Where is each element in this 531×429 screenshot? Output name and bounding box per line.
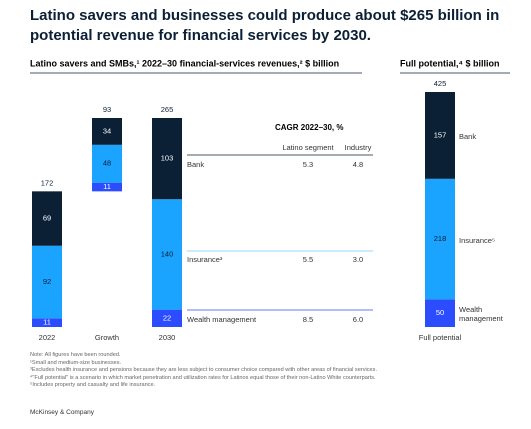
- subtitle: Latino savers and SMBs,¹ 2022–30 financi…: [30, 58, 339, 68]
- notes: Note: All figures have been rounded. ¹Sma…: [30, 352, 510, 390]
- note: ⁴"Full potential" is a scenario in which…: [30, 374, 376, 381]
- x-tick-label: Full potential: [419, 333, 462, 342]
- legend-item: Wealth management: [459, 305, 503, 324]
- value-label: 11: [103, 182, 111, 191]
- table-header: Latino segment: [282, 143, 334, 152]
- value-label: 22: [163, 313, 171, 322]
- value-label: 69: [43, 214, 51, 223]
- bar-segment: [425, 299, 455, 327]
- table-cell: 4.8: [353, 160, 363, 169]
- x-tick-label: Growth: [95, 333, 119, 342]
- bar-segment: [92, 118, 122, 145]
- subtitle: Full potential,⁴ $ billion: [400, 58, 499, 68]
- value-label: 140: [161, 249, 174, 258]
- bar-segment: [92, 182, 122, 192]
- bar-segment: [425, 178, 455, 300]
- total-label: 93: [103, 105, 111, 114]
- table-row-label: Insurance³: [187, 255, 223, 264]
- bar-segment: [32, 191, 62, 246]
- bar-segment: [152, 199, 182, 310]
- value-label: 34: [103, 126, 111, 135]
- table-header: Industry: [345, 143, 372, 152]
- table-cell: 5.5: [303, 255, 313, 264]
- legend-label: Bank: [459, 131, 477, 141]
- legend-label: Insurance⁵: [459, 235, 496, 245]
- x-tick-label: 2022: [39, 333, 56, 342]
- bar-segment: [425, 92, 455, 179]
- title: Latino savers and businesses could produ…: [30, 7, 500, 44]
- table-cell: 3.0: [353, 255, 363, 264]
- note: ³Excludes health insurance and pensions …: [30, 367, 378, 374]
- note: Note: All figures have been rounded.: [30, 352, 121, 358]
- bar-segment: [32, 245, 62, 319]
- legend-item: Insurance⁵: [459, 235, 496, 245]
- value-label: 48: [103, 159, 111, 168]
- table-row-label: Bank: [187, 160, 204, 169]
- source: McKinsey & Company: [30, 409, 94, 416]
- bar-segment: [152, 309, 182, 327]
- value-label: 103: [161, 154, 174, 163]
- value-label: 11: [43, 318, 51, 327]
- value-label: 50: [436, 308, 444, 317]
- value-label: 218: [434, 234, 447, 243]
- legend-label: Wealth management: [459, 305, 503, 324]
- bar-segment: [92, 144, 122, 183]
- table-title: CAGR 2022–30, %: [275, 123, 343, 132]
- table-cell: 6.0: [353, 315, 363, 324]
- total-label: 425: [434, 79, 447, 88]
- value-label: 157: [434, 130, 447, 139]
- total-label: 265: [161, 105, 174, 114]
- value-label: 92: [43, 277, 51, 286]
- legend-item: Bank: [459, 131, 477, 141]
- note: ⁵Includes property and casualty and life…: [30, 382, 156, 389]
- x-tick-label: 2030: [159, 333, 176, 342]
- table-cell: 5.3: [303, 160, 313, 169]
- table-cell: 8.5: [303, 315, 313, 324]
- table-row-label: Wealth management: [187, 315, 257, 324]
- note: ¹Small and medium-size businesses.: [30, 359, 122, 366]
- total-label: 172: [41, 178, 54, 187]
- bar-segment: [152, 118, 182, 200]
- bar-segment: [32, 318, 62, 327]
